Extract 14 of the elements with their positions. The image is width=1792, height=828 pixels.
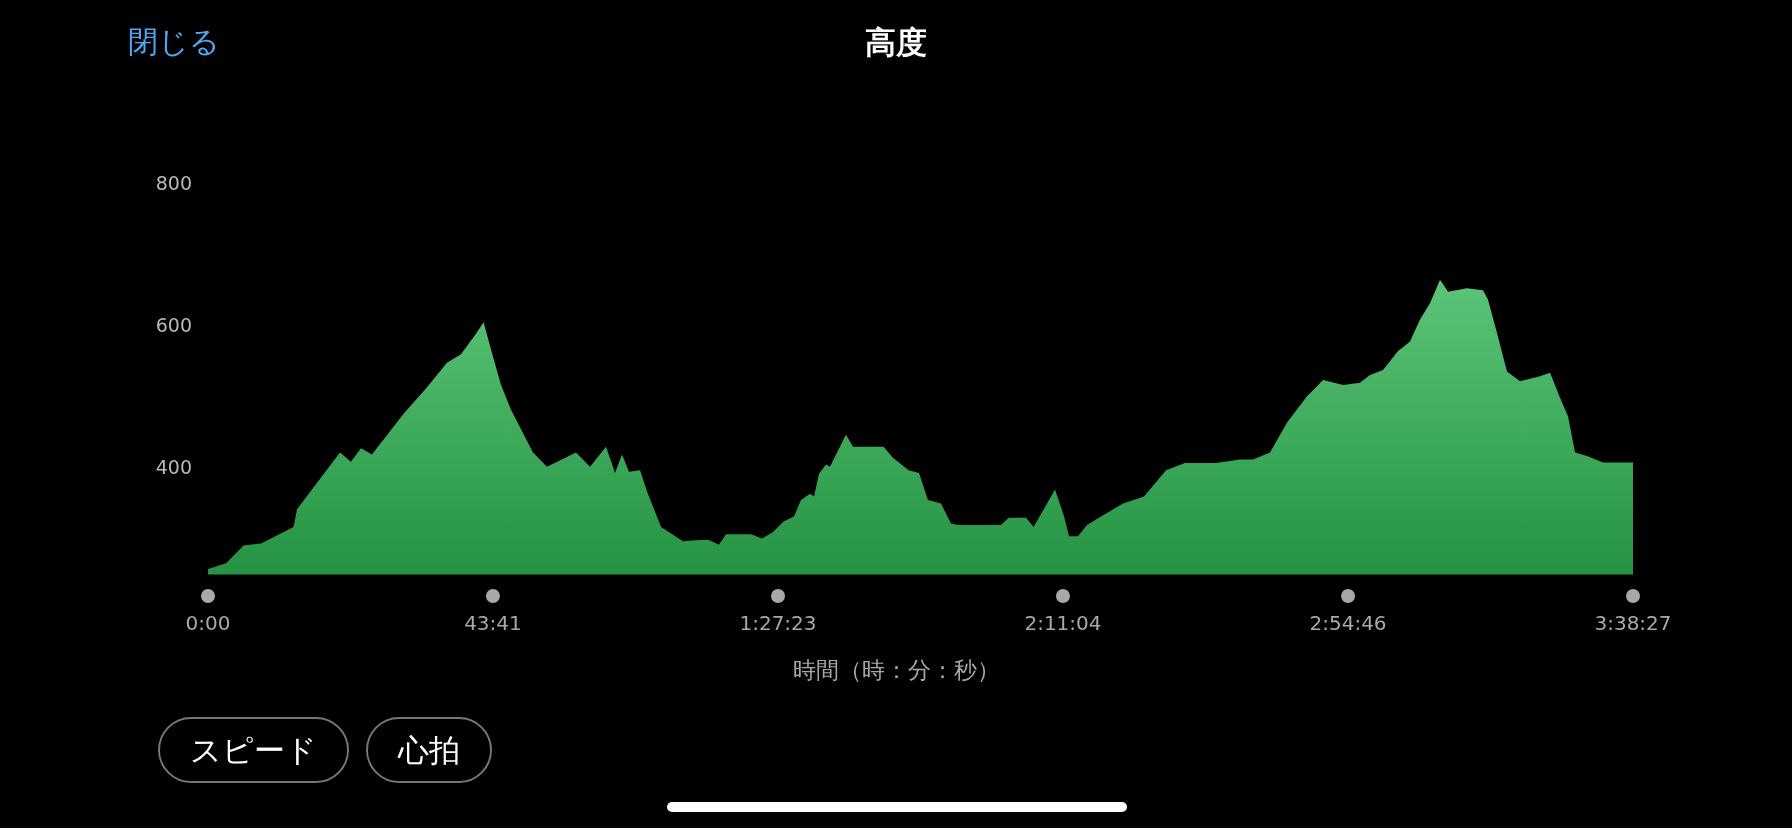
x-tick-label: 1:27:23 <box>739 611 817 635</box>
y-tick-label: 800 <box>155 171 192 194</box>
pill-button: 心拍 <box>366 717 492 783</box>
x-axis-title: 時間（時：分：秒） <box>791 656 1001 685</box>
close-link: 閉じる <box>128 23 220 61</box>
x-tick-label: 2:54:46 <box>1309 611 1387 635</box>
x-tick-label: 43:41 <box>464 611 522 635</box>
pill-button: スピード <box>158 717 349 783</box>
x-tick-label: 2:11:04 <box>1024 611 1102 635</box>
y-tick-label: 400 <box>155 456 192 479</box>
chart-title: 高度 <box>865 24 927 60</box>
x-tick-label: 0:00 <box>185 611 231 635</box>
y-tick-label: 600 <box>155 313 192 336</box>
x-tick-label: 3:38:27 <box>1594 611 1672 635</box>
